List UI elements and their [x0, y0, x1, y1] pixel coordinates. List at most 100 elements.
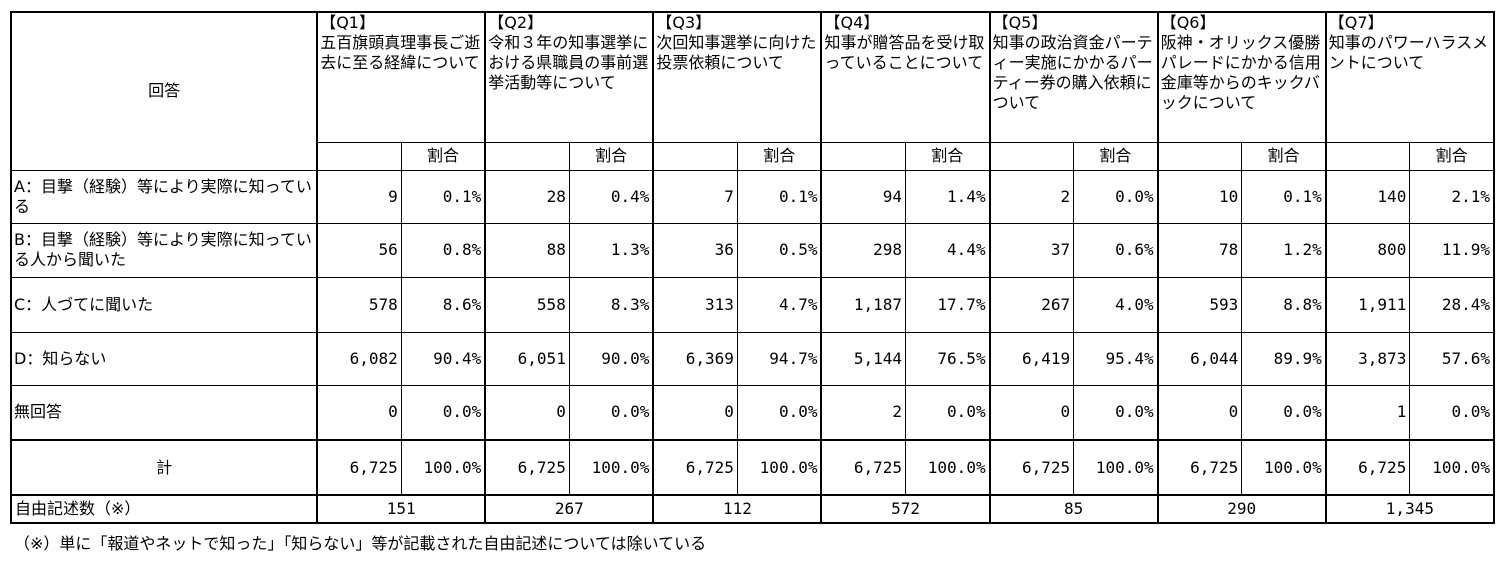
count-cell: 6,369	[652, 331, 738, 386]
question-header-q3: 【Q3】 次回知事選挙に向けた投票依頼について	[652, 11, 823, 143]
table-row-total: 計 6,725 100.0% 6,725 100.0% 6,725 100.0% 6,…	[9, 439, 1496, 496]
question-title: 知事が贈答品を受け取っていることについて	[824, 33, 985, 72]
total-count-cell: 6,725	[316, 439, 402, 496]
ratio-subheader: 割合	[568, 141, 655, 171]
question-number: 【Q5】	[992, 13, 1048, 32]
ratio-cell: 0.1%	[736, 169, 823, 224]
ratio-cell: 0.4%	[568, 169, 655, 224]
ratio-subheader: 割合	[1241, 141, 1327, 171]
ratio-cell: 4.7%	[736, 276, 823, 333]
total-count-cell: 6,725	[820, 439, 907, 496]
count-subheader	[316, 141, 402, 171]
ratio-cell: 90.0%	[568, 331, 655, 386]
free-text-count: 290	[1157, 494, 1327, 524]
count-cell: 593	[1157, 276, 1243, 333]
ratio-cell: 8.8%	[1241, 276, 1327, 333]
count-cell: 0	[316, 384, 402, 441]
count-subheader	[652, 141, 738, 171]
ratio-cell: 0.0%	[905, 384, 991, 441]
count-cell: 800	[1325, 222, 1411, 278]
count-cell: 10	[1157, 169, 1243, 224]
ratio-cell: 0.0%	[1409, 384, 1496, 441]
count-cell: 6,419	[989, 331, 1075, 386]
count-cell: 5,144	[820, 331, 907, 386]
total-count-cell: 6,725	[652, 439, 738, 496]
total-ratio-cell: 100.0%	[1241, 439, 1327, 496]
free-text-count: 267	[484, 494, 655, 524]
ratio-cell: 0.5%	[736, 222, 823, 278]
question-header-q5: 【Q5】 知事の政治資金パーティー実施にかかるパーティー券の購入依頼について	[989, 11, 1159, 143]
ratio-subheader: 割合	[905, 141, 991, 171]
question-header-q1: 【Q1】 五百旗頭真理事長ご逝去に至る経緯について	[316, 11, 487, 143]
total-ratio-cell: 100.0%	[400, 439, 487, 496]
count-cell: 88	[484, 222, 570, 278]
count-cell: 0	[989, 384, 1075, 441]
count-cell: 7	[652, 169, 738, 224]
free-text-count: 1,345	[1325, 494, 1496, 524]
total-ratio-cell: 100.0%	[1409, 439, 1496, 496]
count-cell: 1	[1325, 384, 1411, 441]
question-number: 【Q6】	[1160, 13, 1216, 32]
ratio-cell: 90.4%	[400, 331, 487, 386]
total-ratio-cell: 100.0%	[568, 439, 655, 496]
total-count-cell: 6,725	[1157, 439, 1243, 496]
count-cell: 28	[484, 169, 570, 224]
question-title: 知事の政治資金パーティー実施にかかるパーティー券の購入依頼について	[992, 33, 1153, 112]
ratio-cell: 0.0%	[1073, 384, 1159, 441]
count-cell: 298	[820, 222, 907, 278]
question-title: 令和３年の知事選挙における県職員の事前選挙活動等について	[488, 33, 649, 92]
count-cell: 140	[1325, 169, 1411, 224]
ratio-cell: 8.3%	[568, 276, 655, 333]
count-cell: 558	[484, 276, 570, 333]
count-cell: 56	[316, 222, 402, 278]
count-cell: 78	[1157, 222, 1243, 278]
ratio-cell: 94.7%	[736, 331, 823, 386]
total-count-cell: 6,725	[484, 439, 570, 496]
row-label: C：人づてに聞いた	[9, 276, 319, 333]
question-number: 【Q2】	[488, 13, 544, 32]
count-cell: 6,051	[484, 331, 570, 386]
ratio-cell: 28.4%	[1409, 276, 1496, 333]
total-ratio-cell: 100.0%	[1073, 439, 1159, 496]
question-header-q6: 【Q6】 阪神・オリックス優勝パレードにかかる信用金庫等からのキックバックについて	[1157, 11, 1327, 143]
count-cell: 6,044	[1157, 331, 1243, 386]
ratio-cell: 0.1%	[400, 169, 487, 224]
question-number: 【Q1】	[320, 13, 375, 32]
count-cell: 578	[316, 276, 402, 333]
ratio-cell: 0.6%	[1073, 222, 1159, 278]
free-text-count: 572	[820, 494, 991, 524]
count-cell: 3,873	[1325, 331, 1411, 386]
ratio-cell: 4.0%	[1073, 276, 1159, 333]
table-row-no-answer: 無回答 0 0.0% 0 0.0% 0 0.0% 2 0.0% 0 0.0% 0 0.0% …	[9, 384, 1496, 441]
question-title: 次回知事選挙に向けた投票依頼について	[656, 33, 817, 72]
ratio-cell: 0.0%	[1073, 169, 1159, 224]
survey-results-table: 回答 【Q1】 五百旗頭真理事長ご逝去に至る経緯について 【Q2】 令和３年の知事選…	[9, 11, 1496, 524]
ratio-subheader: 割合	[1409, 141, 1496, 171]
total-count-cell: 6,725	[1325, 439, 1411, 496]
count-cell: 1,187	[820, 276, 907, 333]
ratio-cell: 0.0%	[1241, 384, 1327, 441]
subheader-row: 割合 割合 割合 割合 割合 割合 割合	[11, 141, 1496, 171]
question-title: 阪神・オリックス優勝パレードにかかる信用金庫等からのキックバックについて	[1160, 33, 1321, 112]
table-row-c: C：人づてに聞いた 578 8.6% 558 8.3% 313 4.7% 1,187 1…	[9, 276, 1496, 333]
ratio-subheader: 割合	[736, 141, 823, 171]
question-number: 【Q3】	[656, 13, 712, 32]
count-cell: 0	[652, 384, 738, 441]
count-subheader	[1157, 141, 1243, 171]
count-cell: 1,911	[1325, 276, 1411, 333]
count-cell: 0	[1157, 384, 1243, 441]
count-cell: 36	[652, 222, 738, 278]
total-ratio-cell: 100.0%	[736, 439, 823, 496]
question-number: 【Q4】	[824, 13, 880, 32]
total-label: 計	[9, 439, 319, 496]
count-cell: 94	[820, 169, 907, 224]
count-cell: 2	[820, 384, 907, 441]
ratio-cell: 0.0%	[568, 384, 655, 441]
total-ratio-cell: 100.0%	[905, 439, 991, 496]
ratio-cell: 0.0%	[736, 384, 823, 441]
ratio-cell: 0.8%	[400, 222, 487, 278]
count-cell: 2	[989, 169, 1075, 224]
row-label: D：知らない	[9, 331, 319, 386]
question-header-q4: 【Q4】 知事が贈答品を受け取っていることについて	[820, 11, 991, 143]
answer-column-header: 回答	[9, 11, 319, 171]
